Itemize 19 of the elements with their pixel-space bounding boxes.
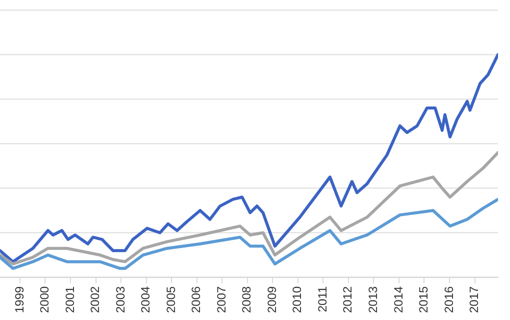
x-tick-label: 2015	[416, 286, 431, 314]
x-tick-label: 2007	[214, 286, 228, 314]
x-tick-label: 2010	[290, 286, 304, 314]
x-tick-label: 2011	[315, 286, 330, 312]
x-tick-label: 2003	[113, 286, 128, 314]
x-tick-label: 1999	[12, 286, 26, 314]
x-tick-label: 2013	[366, 286, 380, 314]
x-tick-label: 2001	[62, 286, 77, 314]
x-tick-label: 2009	[264, 286, 279, 314]
x-tick-label: 2014	[391, 286, 406, 314]
x-tick-label: 2006	[189, 286, 204, 314]
x-tick-label: 2002	[88, 286, 102, 314]
x-tick-label: 2004	[138, 286, 153, 314]
x-tick-label: 2008	[240, 286, 254, 314]
x-tick-label: 2005	[164, 286, 178, 314]
x-tick-label: 2016	[442, 286, 456, 314]
x-tick-label: 2017	[467, 286, 482, 314]
x-tick-label: 2000	[38, 286, 52, 314]
x-tick-label: 2012	[340, 286, 355, 314]
